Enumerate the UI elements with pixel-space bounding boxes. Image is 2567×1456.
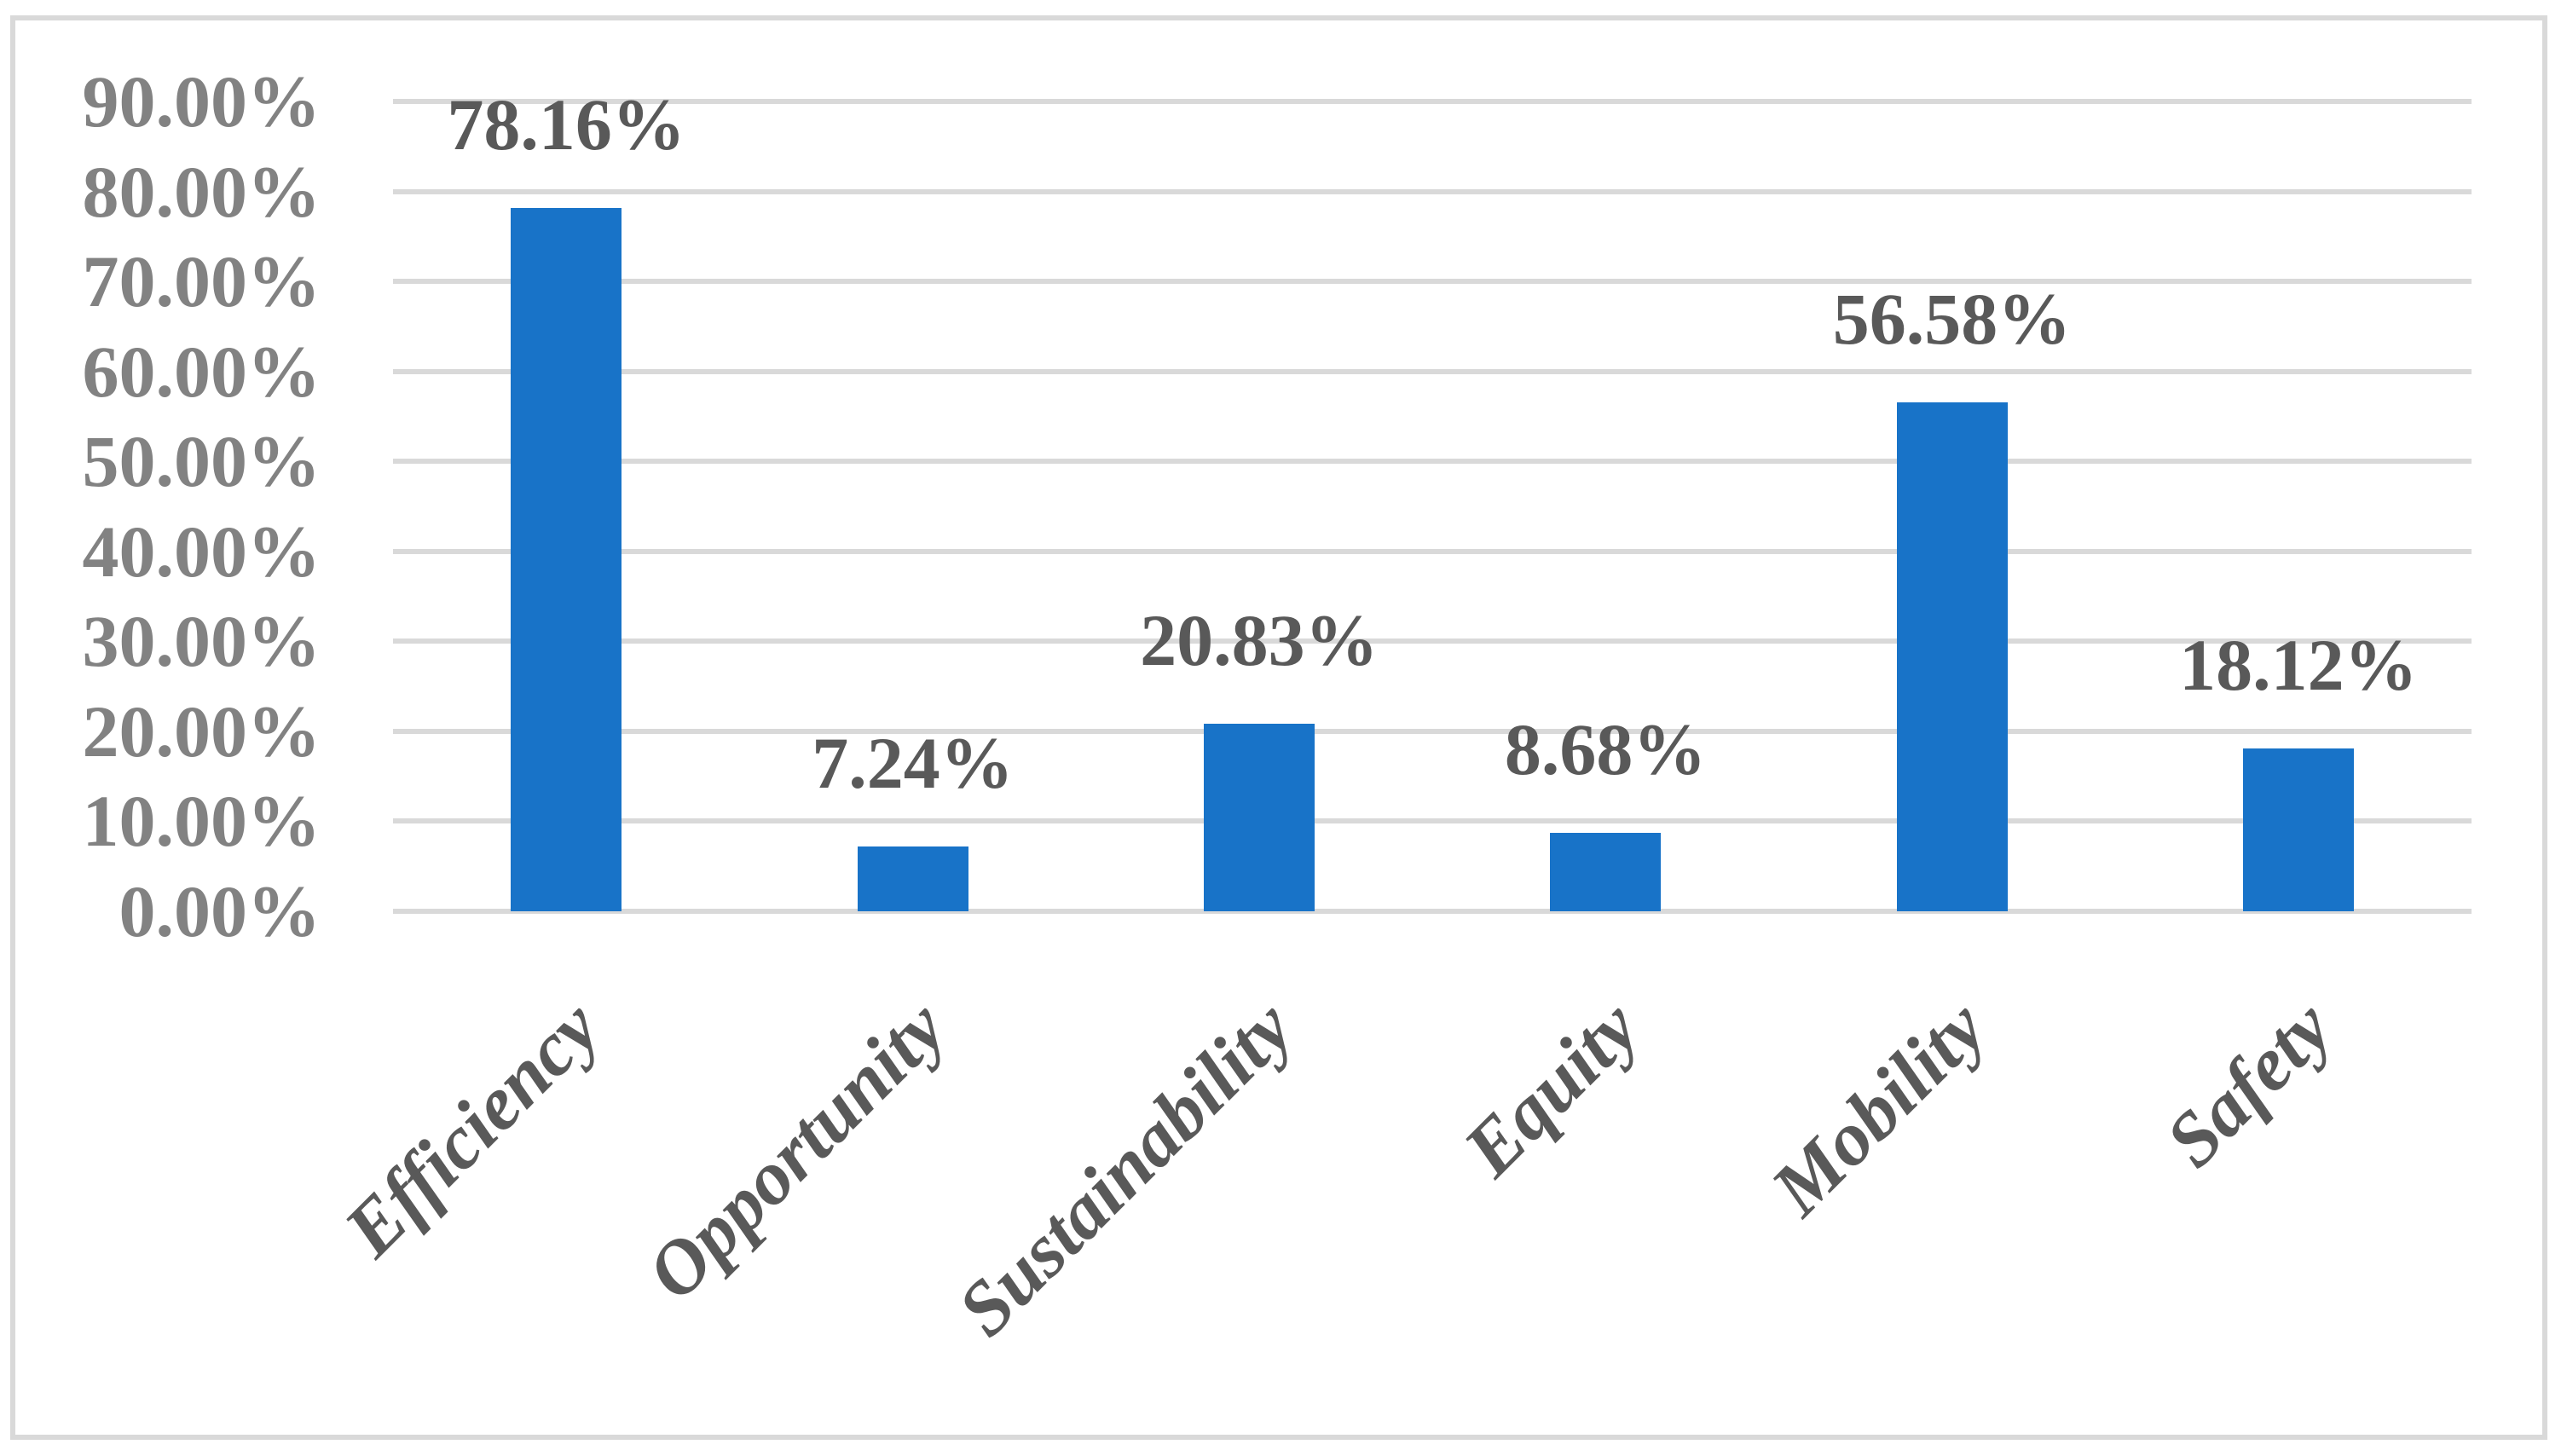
gridline [393, 368, 2472, 374]
category-label-equity: Equity [1448, 985, 1656, 1193]
y-axis-tick-label: 50.00% [82, 420, 321, 503]
y-axis-tick-label: 70.00% [82, 240, 321, 323]
bar-safety [2242, 748, 2354, 911]
y-axis-tick-label: 90.00% [82, 60, 321, 142]
data-label-equity: 8.68% [1504, 708, 1707, 791]
category-label-opportunity: Opportunity [631, 985, 963, 1316]
data-label-opportunity: 7.24% [812, 721, 1014, 804]
gridline [393, 909, 2472, 914]
y-axis-tick-label: 20.00% [82, 690, 321, 772]
gridline [393, 728, 2472, 734]
y-axis-tick-label: 80.00% [82, 150, 321, 233]
y-axis-tick-label: 40.00% [82, 510, 321, 592]
y-axis-tick-label: 60.00% [82, 330, 321, 413]
gridline [393, 638, 2472, 644]
category-label-mobility: Mobility [1755, 985, 2002, 1232]
bar-efficiency [511, 207, 622, 911]
data-label-mobility: 56.58% [1832, 277, 2072, 360]
chart-container: 0.00% 10.00% 20.00% 30.00% 40.00% 50.00% 60.00… [10, 15, 2547, 1440]
gridline [393, 548, 2472, 554]
gridline [393, 188, 2472, 194]
category-label-sustainability: Sustainability [941, 985, 1310, 1353]
category-label-safety: Safety [2149, 985, 2349, 1184]
data-label-efficiency: 78.16% [447, 83, 685, 165]
gridline [393, 818, 2472, 824]
gridline [393, 279, 2472, 285]
gridline [393, 459, 2472, 465]
y-axis-tick-label: 30.00% [82, 600, 321, 683]
bar-equity [1550, 833, 1662, 911]
category-label-efficiency: Efficiency [328, 985, 616, 1273]
bar-sustainability [1203, 724, 1315, 911]
data-label-safety: 18.12% [2179, 623, 2418, 706]
gridline [393, 98, 2472, 104]
data-label-sustainability: 20.83% [1140, 599, 1379, 682]
y-axis-tick-label: 0.00% [119, 870, 321, 952]
bar-opportunity [857, 846, 968, 911]
y-axis-tick-label: 10.00% [82, 780, 321, 863]
bar-mobility [1896, 402, 2008, 911]
